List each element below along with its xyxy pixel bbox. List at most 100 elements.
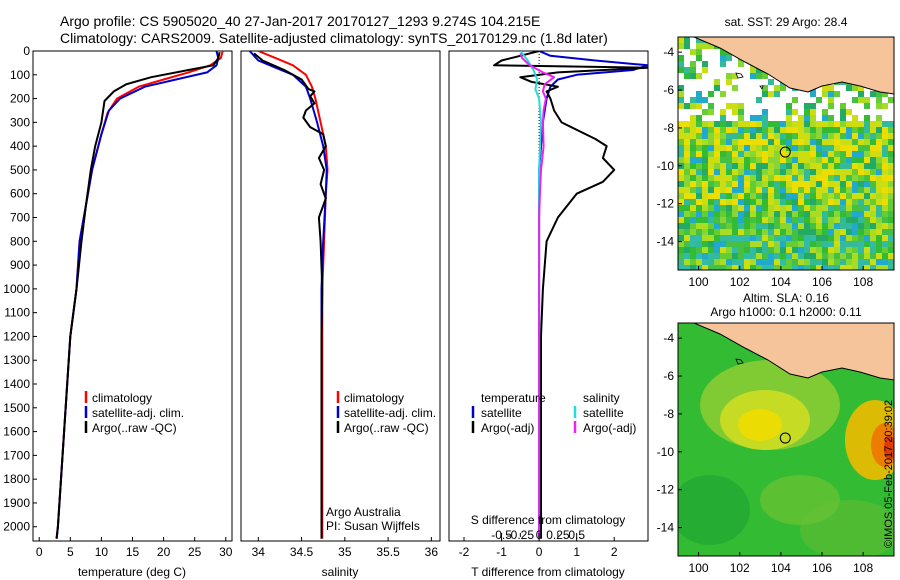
map-x-label-3: 106 [812, 561, 832, 575]
sst-cell-816 [786, 217, 792, 223]
sst-cell-561 [768, 175, 774, 181]
sst-cell-1081 [864, 259, 870, 265]
sst-cell-841 [720, 223, 726, 229]
sst-cell-732 [714, 205, 720, 211]
sst-cell-849 [768, 223, 774, 229]
sla-land [693, 323, 894, 381]
sst-cell-1108 [810, 265, 816, 270]
sst-cell-1078 [846, 259, 852, 265]
sst-cell-560 [762, 175, 768, 181]
sst-cell-1104 [786, 265, 792, 270]
sst-cell-745 [792, 205, 798, 211]
sst-cell-416 [762, 151, 768, 157]
sst-cell-530 [798, 169, 804, 175]
sst-cell-460 [810, 157, 816, 163]
sst-cell-859 [828, 223, 834, 229]
sal-legend-satellite-label: satellite-adj. clim. [344, 406, 436, 420]
sst-cell-905 [888, 229, 894, 235]
sst-cell-998 [798, 247, 804, 253]
sst-cell-1008 [858, 247, 864, 253]
s-tick-label-1: -0.25 [507, 528, 535, 542]
sst-cell-605 [816, 181, 822, 187]
sst-cell-907 [684, 235, 690, 241]
sst-cell-235 [756, 121, 762, 127]
sst-cell-806 [726, 217, 732, 223]
sst-cell-982 [702, 247, 708, 253]
sst-cell-263 [708, 127, 714, 133]
sst-cell-540 [858, 169, 864, 175]
sst-cell-784 [810, 211, 816, 217]
sst-cell-396 [858, 145, 864, 151]
sst-cell-659 [708, 193, 714, 199]
s-tick-label-0: -0.5 [491, 528, 512, 542]
sst-cell-138 [780, 85, 786, 91]
sst-cell-67 [678, 61, 684, 67]
sst-cell-514 [702, 169, 708, 175]
sst-cell-306 [750, 133, 756, 139]
sst-cell-910 [702, 235, 708, 241]
sst-cell-436 [882, 151, 888, 157]
sst-cell-736 [738, 205, 744, 211]
salinity-panel: 34 34.5 35 35.5 36 salinity climatology sate… [240, 50, 441, 579]
sst-cell-254 [870, 121, 876, 127]
sst-cell-216 [822, 115, 828, 121]
sst-cell-1051 [684, 259, 690, 265]
sst-cell-889 [792, 229, 798, 235]
x-tick-label-3: 35.5 [376, 545, 400, 559]
sst-cell-804 [714, 217, 720, 223]
sst-cell-399 [876, 145, 882, 151]
sst-cell-352 [810, 139, 816, 145]
sst-cell-350 [798, 139, 804, 145]
sst-cell-1110 [822, 265, 828, 270]
sst-cell-654 [678, 193, 684, 199]
sst-cell-707 [780, 199, 786, 205]
sst-cell-909 [696, 235, 702, 241]
sst-cell-249 [840, 121, 846, 127]
sst-cell-1071 [804, 259, 810, 265]
sst-cell-1061 [744, 259, 750, 265]
sst-cell-696 [714, 199, 720, 205]
sst-cell-948 [714, 241, 720, 247]
sst-cell-877 [720, 229, 726, 235]
sst-cell-1003 [828, 247, 834, 253]
sst-cell-997 [792, 247, 798, 253]
depth-tick-label-4: 400 [10, 139, 30, 153]
sst-cell-291 [876, 127, 882, 133]
sst-cell-602 [798, 181, 804, 187]
sst-cell-327 [876, 133, 882, 139]
depth-tick-label-2: 200 [10, 92, 30, 106]
sst-cell-69 [702, 61, 708, 67]
sst-cell-439 [684, 157, 690, 163]
sst-cell-519 [732, 169, 738, 175]
sst-cell-354 [822, 139, 828, 145]
sst-cell-312 [786, 133, 792, 139]
sst-cell-313 [792, 133, 798, 139]
salinity-xlabel: salinity [322, 565, 359, 579]
sst-cell-101 [696, 73, 702, 79]
sst-cell-845 [744, 223, 750, 229]
sst-cell-766 [702, 211, 708, 217]
map-x-label-4: 108 [853, 561, 873, 575]
sst-cell-240 [786, 121, 792, 127]
sst-cell-777 [768, 211, 774, 217]
sst-cell-979 [684, 247, 690, 253]
sst-cell-541 [864, 169, 870, 175]
sst-cell-177 [684, 103, 690, 109]
sst-cell-585 [696, 181, 702, 187]
depth-tick-label-10: 1000 [3, 282, 30, 296]
sst-cell-492 [786, 163, 792, 169]
sst-cell-36 [690, 49, 696, 55]
sst-cell-728 [690, 205, 696, 211]
sst-cell-188 [840, 103, 846, 109]
sst-cell-836 [690, 223, 696, 229]
sst-cell-267 [732, 127, 738, 133]
sst-cell-430 [846, 151, 852, 157]
sst-cell-955 [756, 241, 762, 247]
sst-cell-880 [738, 229, 744, 235]
sst-cell-731 [708, 205, 714, 211]
sst-cell-120 [768, 79, 774, 85]
sst-cell-292 [882, 127, 888, 133]
header-line2: Climatology: CARS2009. Satellite-adjuste… [60, 30, 608, 46]
sst-cell-597 [768, 181, 774, 187]
sst-cell-968 [834, 241, 840, 247]
